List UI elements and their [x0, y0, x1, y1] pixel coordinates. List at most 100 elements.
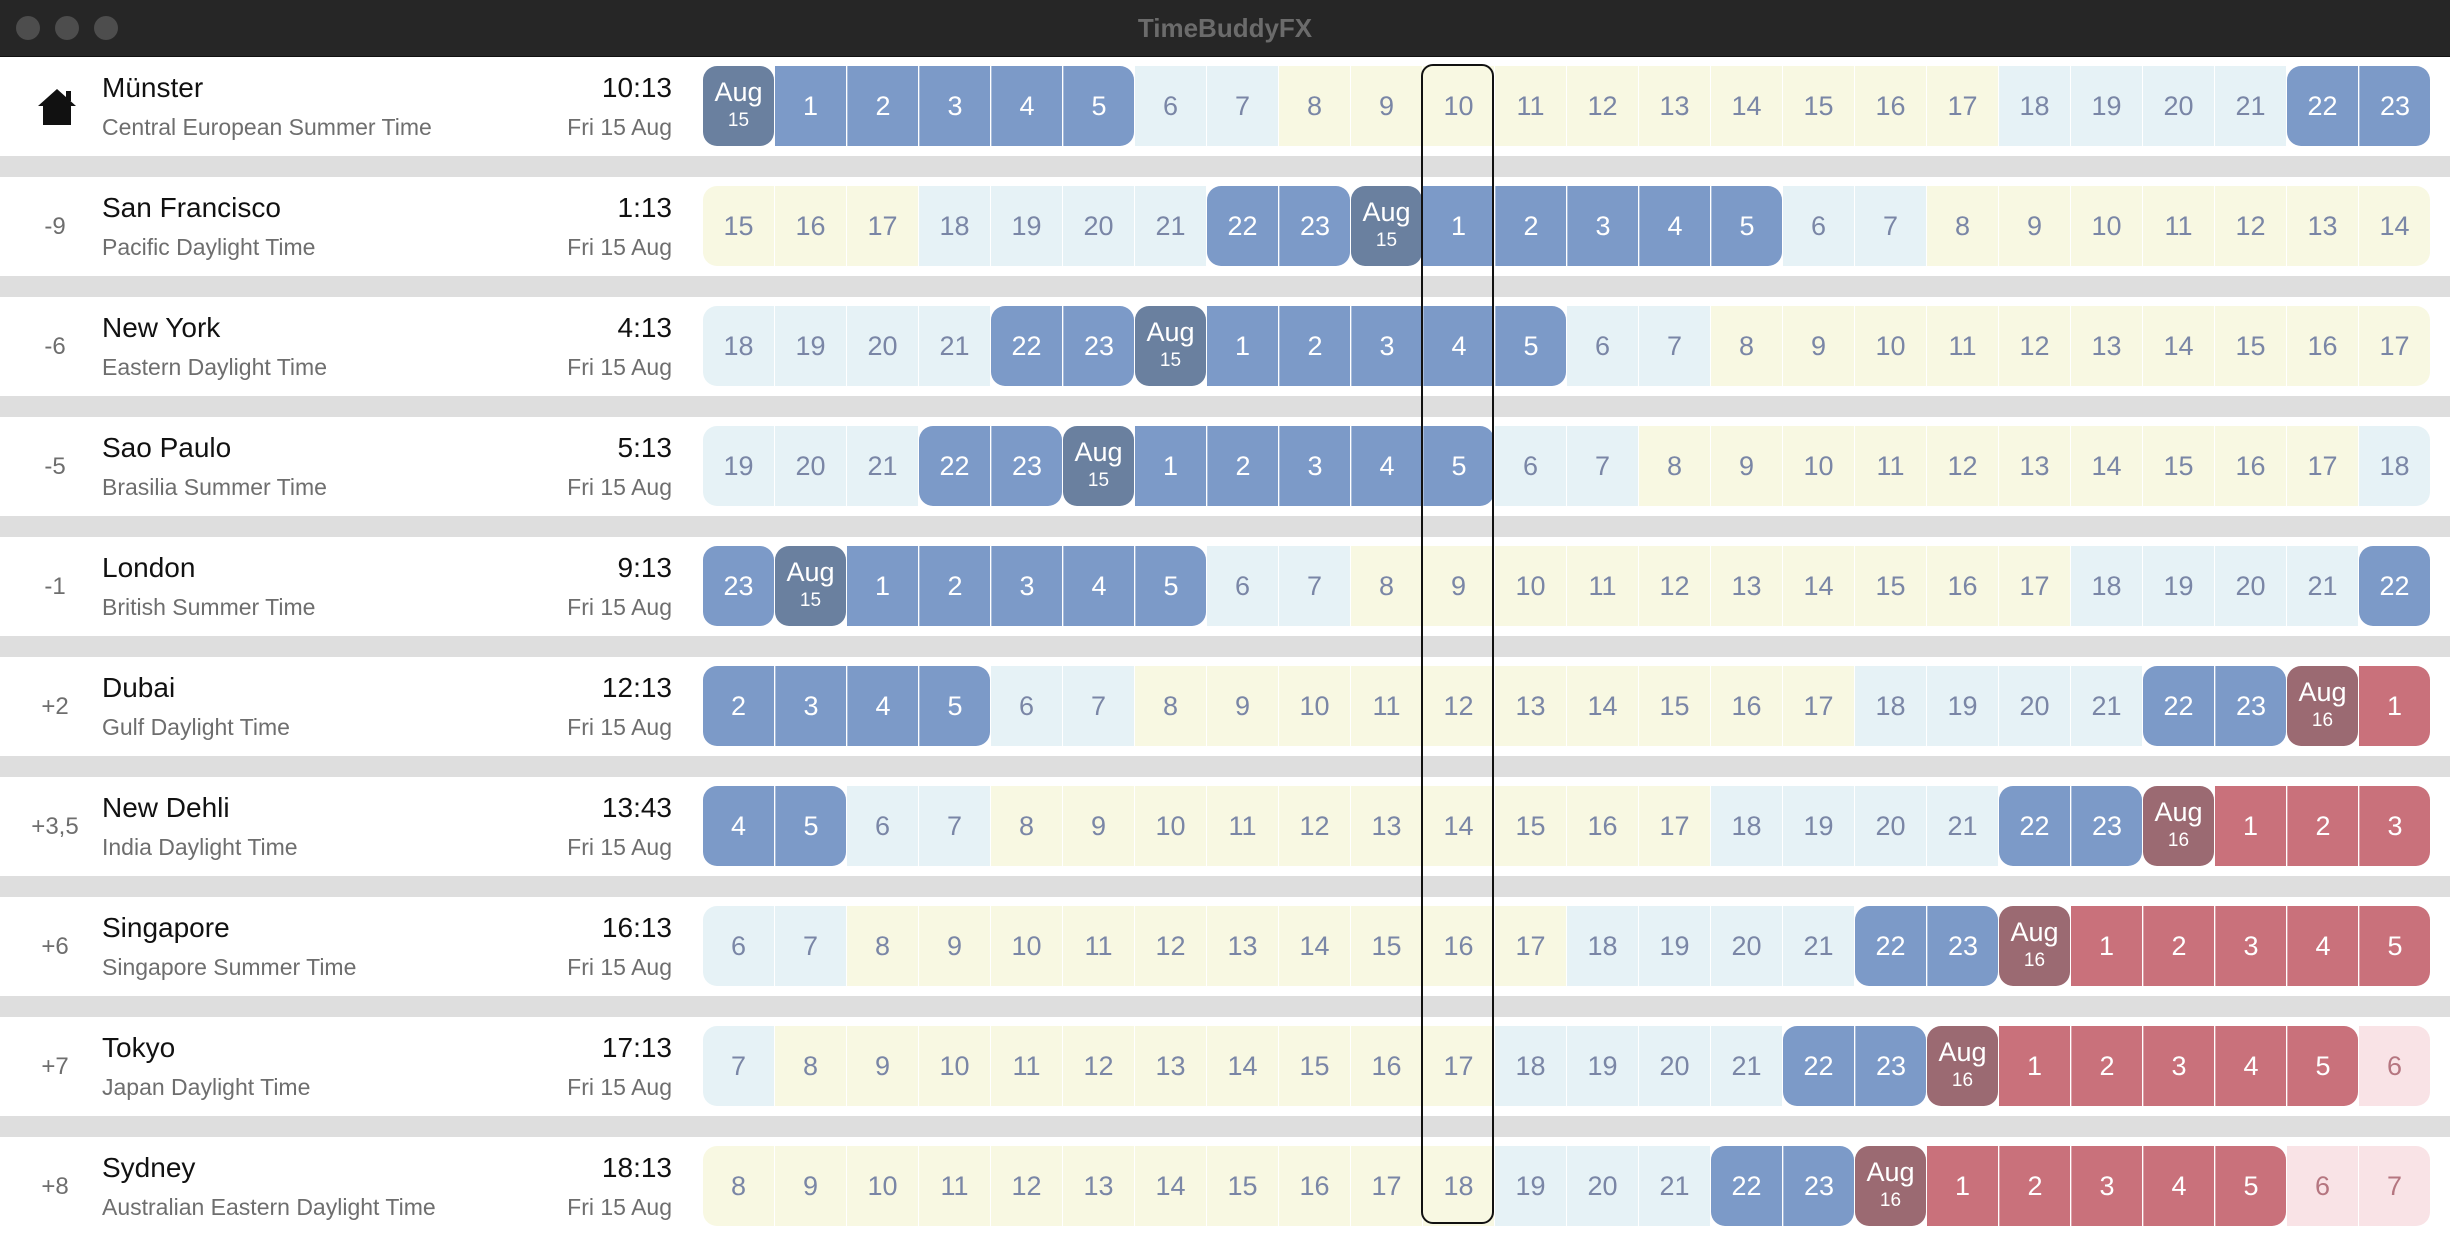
hour-cell[interactable]: 4 — [991, 66, 1062, 146]
hour-cell[interactable]: 20 — [847, 306, 918, 386]
hour-cell[interactable]: 5 — [1135, 546, 1206, 626]
hour-cell[interactable]: 13 — [1063, 1146, 1134, 1226]
timezone-row[interactable]: -6 New York Eastern Daylight Time 4:13 Fri 1… — [0, 297, 2450, 396]
hour-cell[interactable]: 20 — [1063, 186, 1134, 266]
hour-cell[interactable]: 15 — [2215, 306, 2286, 386]
hour-cell[interactable]: 21 — [1783, 906, 1854, 986]
timezone-row[interactable]: -9 San Francisco Pacific Daylight Time 1:13… — [0, 177, 2450, 276]
hour-cell[interactable]: 3 — [2359, 786, 2430, 866]
hour-cell[interactable]: 9 — [775, 1146, 846, 1226]
hour-cell[interactable]: 2 — [1279, 306, 1350, 386]
hour-cell[interactable]: 4 — [2287, 906, 2358, 986]
hour-cell[interactable]: 2 — [2071, 1026, 2142, 1106]
hour-cell[interactable]: 3 — [2215, 906, 2286, 986]
hour-cell[interactable]: 22 — [1711, 1146, 1782, 1226]
hour-cell[interactable]: 8 — [1927, 186, 1998, 266]
hour-cell[interactable]: 22 — [919, 426, 990, 506]
hour-cell[interactable]: 1 — [1423, 186, 1494, 266]
date-marker-cell[interactable]: Aug 15 — [1351, 186, 1422, 266]
hour-cell[interactable]: 13 — [1207, 906, 1278, 986]
hour-cell[interactable]: 11 — [1351, 666, 1422, 746]
hour-cell[interactable]: 15 — [1207, 1146, 1278, 1226]
hour-cell[interactable]: 21 — [1711, 1026, 1782, 1106]
hour-cell[interactable]: 3 — [2071, 1146, 2142, 1226]
hour-cell[interactable]: 12 — [1063, 1026, 1134, 1106]
hour-cell[interactable]: 9 — [1711, 426, 1782, 506]
hour-cell[interactable]: 5 — [1495, 306, 1566, 386]
hour-cell[interactable]: 18 — [1567, 906, 1638, 986]
hour-cell[interactable]: 18 — [2071, 546, 2142, 626]
hour-cell[interactable]: 16 — [2215, 426, 2286, 506]
hour-cell[interactable]: 11 — [1207, 786, 1278, 866]
hour-cell[interactable]: 9 — [1063, 786, 1134, 866]
hour-cell[interactable]: 17 — [2359, 306, 2430, 386]
hour-cell[interactable]: 14 — [1783, 546, 1854, 626]
date-marker-cell[interactable]: Aug 16 — [2143, 786, 2214, 866]
hour-cell[interactable]: 22 — [991, 306, 1062, 386]
hour-cell[interactable]: 6 — [703, 906, 774, 986]
hour-cell[interactable]: 5 — [919, 666, 990, 746]
hour-cell[interactable]: 21 — [919, 306, 990, 386]
hour-cell[interactable]: 16 — [775, 186, 846, 266]
hour-cell[interactable]: 6 — [2359, 1026, 2430, 1106]
hour-cell[interactable]: 18 — [1423, 1146, 1494, 1226]
hour-cell[interactable]: 14 — [2071, 426, 2142, 506]
hour-cell[interactable]: 7 — [1063, 666, 1134, 746]
hour-cell[interactable]: 21 — [2071, 666, 2142, 746]
hour-cell[interactable]: 10 — [991, 906, 1062, 986]
date-marker-cell[interactable]: Aug 16 — [2287, 666, 2358, 746]
hour-cell[interactable]: 12 — [2215, 186, 2286, 266]
hour-cell[interactable]: 15 — [2143, 426, 2214, 506]
timezone-row[interactable]: +3,5 New Dehli India Daylight Time 13:43 Fri… — [0, 777, 2450, 876]
hour-cell[interactable]: 2 — [2287, 786, 2358, 866]
hour-cell[interactable]: 12 — [1927, 426, 1998, 506]
hour-cell[interactable]: 14 — [1279, 906, 1350, 986]
hour-cell[interactable]: 7 — [1207, 66, 1278, 146]
hour-cell[interactable]: 23 — [2215, 666, 2286, 746]
hour-cell[interactable]: 1 — [1927, 1146, 1998, 1226]
timezone-row[interactable]: +6 Singapore Singapore Summer Time 16:13 Fri… — [0, 897, 2450, 996]
hour-cell[interactable]: 1 — [847, 546, 918, 626]
hour-cell[interactable]: 6 — [2287, 1146, 2358, 1226]
hour-cell[interactable]: 18 — [1855, 666, 1926, 746]
hour-cell[interactable]: 14 — [2359, 186, 2430, 266]
hour-cell[interactable]: 15 — [1351, 906, 1422, 986]
timezone-row[interactable]: -5 Sao Paulo Brasilia Summer Time 5:13 Fri 1… — [0, 417, 2450, 516]
hour-cell[interactable]: 13 — [1135, 1026, 1206, 1106]
hour-cell[interactable]: 15 — [1639, 666, 1710, 746]
hour-cell[interactable]: 23 — [991, 426, 1062, 506]
hour-cell[interactable]: 11 — [919, 1146, 990, 1226]
hour-cell[interactable]: 20 — [1711, 906, 1782, 986]
hour-cell[interactable]: 19 — [1639, 906, 1710, 986]
hour-cell[interactable]: 5 — [2287, 1026, 2358, 1106]
hour-cell[interactable]: 7 — [919, 786, 990, 866]
hour-cell[interactable]: 6 — [1207, 546, 1278, 626]
hour-cell[interactable]: 23 — [1783, 1146, 1854, 1226]
hour-cell[interactable]: 15 — [1495, 786, 1566, 866]
hour-cell[interactable]: 6 — [1135, 66, 1206, 146]
hour-cell[interactable]: 3 — [2143, 1026, 2214, 1106]
hour-cell[interactable]: 17 — [847, 186, 918, 266]
hour-cell[interactable]: 4 — [1063, 546, 1134, 626]
hour-cell[interactable]: 16 — [1423, 906, 1494, 986]
hour-cell[interactable]: 20 — [1567, 1146, 1638, 1226]
hour-cell[interactable]: 19 — [2143, 546, 2214, 626]
date-marker-cell[interactable]: Aug 16 — [1999, 906, 2070, 986]
hour-cell[interactable]: 19 — [991, 186, 1062, 266]
hour-cell[interactable]: 1 — [2071, 906, 2142, 986]
date-marker-cell[interactable]: Aug 15 — [1063, 426, 1134, 506]
hour-cell[interactable]: 17 — [1639, 786, 1710, 866]
hour-cell[interactable]: 7 — [775, 906, 846, 986]
hour-cell[interactable]: 3 — [775, 666, 846, 746]
hour-cell[interactable]: 10 — [847, 1146, 918, 1226]
hour-cell[interactable]: 4 — [2215, 1026, 2286, 1106]
hour-cell[interactable]: 19 — [2071, 66, 2142, 146]
hour-cell[interactable]: 8 — [1351, 546, 1422, 626]
hour-cell[interactable]: 19 — [1495, 1146, 1566, 1226]
hour-cell[interactable]: 9 — [1207, 666, 1278, 746]
hour-cell[interactable]: 14 — [1567, 666, 1638, 746]
hour-cell[interactable]: 20 — [1855, 786, 1926, 866]
hour-cell[interactable]: 3 — [1567, 186, 1638, 266]
hour-cell[interactable]: 12 — [1999, 306, 2070, 386]
hour-cell[interactable]: 10 — [1855, 306, 1926, 386]
